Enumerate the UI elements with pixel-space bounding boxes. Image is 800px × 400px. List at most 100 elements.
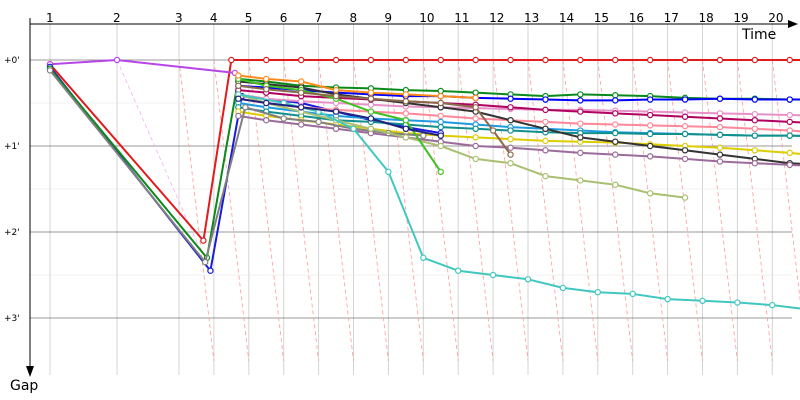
lap-label: 5: [245, 11, 253, 25]
data-point: [786, 118, 793, 126]
data-point: [472, 155, 479, 163]
data-point: [235, 72, 242, 79]
data-point: [542, 125, 549, 133]
data-point: [716, 110, 724, 117]
data-point: [577, 97, 584, 104]
y-tick-label: +3': [4, 314, 20, 324]
lap-label: 16: [629, 11, 644, 25]
data-point: [646, 153, 654, 160]
data-point: [559, 284, 567, 292]
data-point: [734, 299, 741, 306]
data-point: [263, 116, 270, 124]
data-point: [542, 56, 549, 64]
data-point: [751, 110, 759, 118]
data-point: [207, 267, 214, 274]
lap-connector-line: [562, 59, 599, 362]
lap-label: 2: [113, 11, 121, 25]
data-point: [612, 121, 619, 128]
data-point: [437, 132, 444, 139]
data-point: [332, 125, 340, 133]
data-point: [577, 56, 584, 64]
data-point: [542, 172, 549, 180]
data-point: [646, 111, 654, 119]
data-point: [367, 108, 375, 115]
series-line: [238, 93, 686, 199]
data-point: [367, 56, 375, 64]
data-point: [716, 95, 724, 102]
data-point: [507, 144, 514, 151]
data-point: [367, 115, 375, 122]
data-point: [507, 116, 514, 124]
data-point: [263, 75, 270, 83]
lap-connector-line: [771, 59, 800, 303]
data-point: [786, 149, 793, 157]
data-point: [542, 147, 549, 154]
data-point: [751, 132, 759, 139]
data-point: [769, 301, 776, 309]
data-point: [542, 118, 549, 126]
data-point: [681, 113, 689, 120]
lap-label: 7: [315, 11, 323, 25]
data-point: [437, 142, 444, 150]
lap-label: 10: [419, 11, 434, 25]
data-point: [472, 125, 479, 133]
data-point: [113, 56, 121, 64]
data-point: [263, 99, 270, 107]
series-line: [49, 59, 235, 74]
data-point: [612, 151, 619, 158]
data-point: [524, 276, 532, 283]
data-point: [297, 121, 305, 128]
data-point: [402, 125, 410, 133]
data-point: [332, 108, 340, 115]
data-point: [716, 144, 724, 151]
lap-connector-line: [388, 59, 424, 362]
data-point: [437, 87, 444, 95]
data-point: [402, 134, 410, 141]
data-point: [420, 254, 427, 261]
data-point: [786, 96, 793, 103]
data-point: [472, 89, 479, 96]
data-point: [235, 95, 242, 102]
data-point: [699, 297, 706, 304]
lap-connector-line: [632, 59, 668, 362]
data-point: [350, 125, 357, 133]
data-point: [716, 158, 724, 165]
data-point: [612, 181, 619, 188]
data-point: [646, 190, 654, 197]
data-point: [507, 151, 514, 158]
data-point: [507, 56, 514, 64]
data-point: [716, 131, 724, 139]
y-tick-label: +2': [4, 228, 20, 238]
data-point: [280, 115, 287, 122]
x-axis: [30, 20, 798, 28]
data-point: [751, 96, 759, 103]
lap-label: 8: [350, 11, 358, 25]
data-point: [455, 267, 462, 274]
data-point: [507, 127, 514, 134]
data-point: [472, 142, 479, 150]
data-point: [402, 91, 410, 98]
lap-connector-line: [597, 59, 634, 362]
data-point: [716, 123, 724, 131]
y-axis-title: Gap: [10, 378, 38, 394]
lap-label: 14: [559, 11, 574, 25]
lap-label: 20: [768, 11, 783, 25]
lap-label: 12: [489, 11, 504, 25]
data-point: [235, 112, 242, 120]
grid: [30, 24, 792, 375]
data-point: [751, 147, 759, 154]
data-point: [402, 116, 410, 124]
data-point: [612, 56, 619, 64]
lap-connector-line: [422, 59, 459, 362]
data-point: [332, 92, 340, 100]
lap-label: 18: [699, 11, 714, 25]
x-axis-title: Time: [741, 27, 776, 43]
data-point: [542, 106, 549, 114]
data-point: [367, 125, 375, 133]
series-line: [238, 93, 800, 310]
data-point: [577, 91, 584, 98]
data-point: [263, 56, 270, 64]
data-point: [646, 96, 654, 103]
data-point: [472, 94, 479, 102]
